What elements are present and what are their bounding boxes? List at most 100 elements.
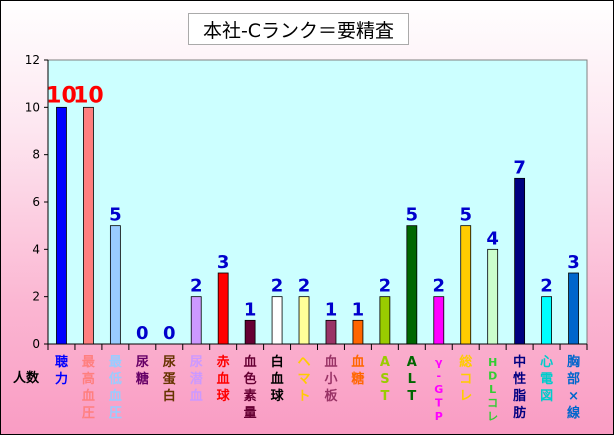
- y-tick-label: 8: [32, 148, 40, 162]
- bar: [298, 296, 310, 345]
- category-label-char: 総: [459, 354, 472, 370]
- category-label-char: レ: [459, 389, 472, 404]
- category-label-char: 血: [324, 354, 337, 370]
- category-label-char: 血: [351, 354, 364, 370]
- value-label: 5: [459, 205, 472, 226]
- y-tick-label: 6: [32, 195, 40, 209]
- category-label-char: 色: [244, 371, 257, 387]
- y-tick-label: 12: [25, 53, 40, 67]
- category-label-char: T: [407, 389, 416, 404]
- y-tick-label: 0: [32, 337, 40, 351]
- category-label-char: 肪: [513, 405, 526, 421]
- value-label: 3: [217, 252, 230, 273]
- bar: [541, 296, 552, 345]
- category-label-char: 量: [244, 406, 257, 421]
- bar: [433, 296, 445, 345]
- value-label: 1: [244, 299, 257, 320]
- category-label-char: 小: [324, 372, 337, 387]
- category-label-char: 血: [271, 371, 284, 387]
- value-label: 2: [190, 276, 203, 297]
- category-label-char: G: [434, 383, 443, 396]
- bar: [406, 225, 418, 345]
- category-label-char: 力: [55, 371, 68, 387]
- bar: [325, 319, 337, 345]
- category-label-char: コ: [487, 397, 498, 410]
- value-label: 1: [325, 299, 338, 320]
- value-label: 5: [109, 205, 122, 226]
- bar: [83, 106, 94, 345]
- category-label-char: 尿: [163, 355, 176, 370]
- bar: [379, 296, 391, 345]
- category-label-char: S: [380, 372, 389, 387]
- value-label: 0: [136, 323, 149, 344]
- category-label-char: 圧: [82, 406, 95, 421]
- category-label-char: 血: [109, 388, 122, 404]
- category-label-char: 白: [163, 388, 176, 404]
- bar: [56, 106, 67, 345]
- category-label-char: 電: [540, 372, 553, 387]
- category-label-char: T: [380, 389, 389, 404]
- category-label-char: 図: [540, 389, 553, 404]
- value-label: 10: [73, 83, 104, 108]
- value-label: 2: [540, 276, 553, 297]
- value-label: 4: [486, 228, 499, 249]
- category-label-char: 最: [82, 355, 96, 370]
- category-label-char: 血: [217, 371, 230, 387]
- category-label-char: 尿: [190, 355, 203, 370]
- category-label-char: レ: [487, 410, 498, 423]
- value-label: 3: [567, 252, 580, 273]
- category-label-char: 線: [567, 405, 581, 421]
- category-label-char: 球: [217, 388, 231, 404]
- value-label: 1: [352, 299, 365, 320]
- bar: [568, 272, 579, 345]
- category-label-char: 中: [513, 354, 526, 370]
- category-label-char: 高: [82, 371, 95, 387]
- category-label-char: 血: [244, 354, 257, 370]
- category-label-char: 性: [513, 371, 526, 387]
- category-label-char: P: [435, 410, 443, 423]
- y-tick-label: 10: [25, 100, 40, 114]
- category-label-char: H: [488, 356, 497, 369]
- category-label-char: 素: [244, 388, 257, 404]
- category-label-char: 圧: [109, 406, 122, 421]
- value-label: 2: [379, 276, 392, 297]
- bar: [487, 248, 499, 345]
- bar: [514, 177, 526, 345]
- bar: [244, 319, 256, 345]
- bar: [217, 272, 229, 345]
- category-label-char: 球: [271, 388, 285, 404]
- category-label-char: ト: [298, 389, 311, 404]
- category-label-char: 部: [567, 371, 580, 387]
- category-label-char: 糖: [351, 371, 364, 387]
- category-label-char: -: [436, 370, 441, 383]
- y-tick-label: 2: [32, 290, 40, 304]
- y-tick-label: 4: [32, 242, 40, 256]
- y-axis-label: 人数: [13, 370, 40, 386]
- category-labels: 聴力最高血圧最低血圧尿糖尿蛋白尿潜血赤血球血色素量白血球ヘマト血小板血糖ASTA…: [47, 344, 588, 423]
- category-label-char: L: [408, 372, 416, 387]
- category-label-char: 蛋: [163, 372, 176, 387]
- value-label: 2: [298, 276, 311, 297]
- category-label-char: 血: [82, 388, 95, 404]
- category-label-char: 潜: [190, 371, 204, 387]
- category-label-char: ヘ: [298, 355, 311, 370]
- bars: [56, 106, 579, 345]
- category-label-char: γ: [435, 356, 443, 369]
- category-label-char: 胸: [567, 354, 580, 370]
- category-label-char: T: [435, 397, 443, 410]
- bar: [190, 296, 202, 345]
- category-label-char: 心: [540, 355, 553, 370]
- value-label: 5: [406, 205, 419, 226]
- category-label-char: 低: [108, 371, 122, 387]
- bar: [271, 296, 283, 345]
- value-label: 2: [271, 276, 284, 297]
- bar: [460, 225, 472, 345]
- category-label-char: マ: [298, 372, 311, 387]
- value-label: 2: [433, 276, 446, 297]
- plot-area: [47, 59, 588, 345]
- category-label-char: L: [489, 383, 496, 396]
- category-label-char: A: [407, 355, 417, 370]
